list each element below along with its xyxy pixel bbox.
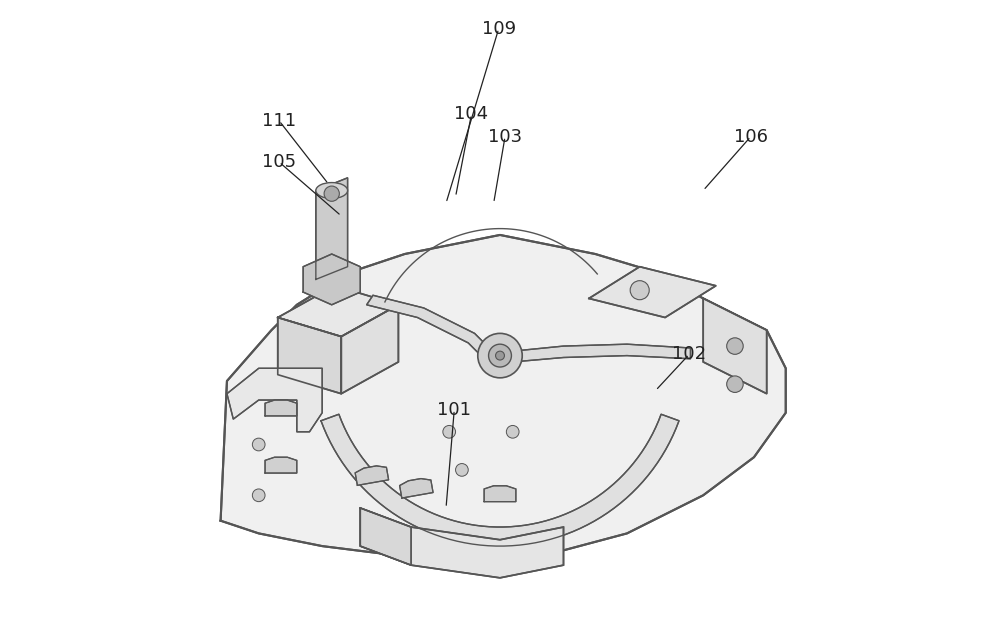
Polygon shape bbox=[355, 466, 389, 485]
Polygon shape bbox=[360, 508, 411, 565]
Text: 104: 104 bbox=[454, 105, 488, 123]
Polygon shape bbox=[227, 368, 322, 432]
Polygon shape bbox=[484, 486, 516, 502]
Text: 109: 109 bbox=[482, 20, 516, 37]
Polygon shape bbox=[589, 267, 716, 318]
Polygon shape bbox=[321, 414, 679, 546]
Polygon shape bbox=[703, 298, 767, 394]
Circle shape bbox=[506, 425, 519, 438]
Polygon shape bbox=[265, 457, 297, 473]
Text: 105: 105 bbox=[262, 153, 296, 171]
Circle shape bbox=[252, 438, 265, 451]
Polygon shape bbox=[400, 479, 433, 498]
Circle shape bbox=[489, 344, 511, 367]
Circle shape bbox=[443, 425, 456, 438]
Polygon shape bbox=[360, 508, 564, 578]
Text: 102: 102 bbox=[672, 345, 706, 363]
Text: 111: 111 bbox=[262, 112, 296, 130]
Polygon shape bbox=[500, 344, 690, 362]
Circle shape bbox=[496, 351, 504, 360]
Circle shape bbox=[630, 281, 649, 300]
Circle shape bbox=[252, 489, 265, 502]
Polygon shape bbox=[367, 295, 487, 356]
Polygon shape bbox=[341, 305, 398, 394]
Polygon shape bbox=[278, 318, 341, 394]
Circle shape bbox=[727, 338, 743, 354]
Polygon shape bbox=[303, 254, 360, 305]
Circle shape bbox=[456, 464, 468, 476]
Ellipse shape bbox=[316, 183, 348, 198]
Text: 101: 101 bbox=[437, 401, 471, 418]
Circle shape bbox=[324, 186, 339, 201]
Polygon shape bbox=[221, 235, 786, 559]
Text: 106: 106 bbox=[734, 128, 768, 145]
Text: 103: 103 bbox=[488, 128, 522, 145]
Polygon shape bbox=[265, 400, 297, 416]
Circle shape bbox=[478, 333, 522, 378]
Polygon shape bbox=[316, 178, 348, 279]
Circle shape bbox=[727, 376, 743, 392]
Polygon shape bbox=[278, 286, 398, 337]
